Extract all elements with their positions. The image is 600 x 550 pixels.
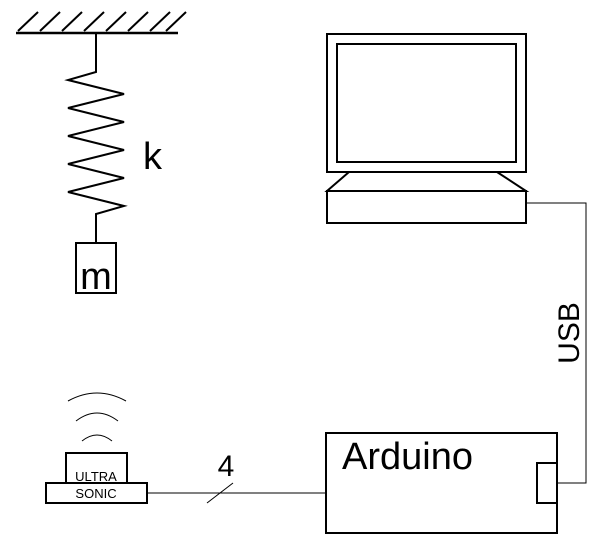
wire-count-tick [206, 482, 234, 504]
sound-waves-icon [67, 392, 127, 442]
sound-wave-middle [75, 412, 119, 422]
ultrasonic-sensor: ULTRA SONIC [45, 452, 148, 504]
computer-base [326, 190, 527, 224]
computer-stand [324, 171, 530, 192]
mass-label: m [80, 256, 112, 298]
sensor-top [65, 452, 128, 484]
usb-label: USB [553, 302, 586, 364]
monitor-screen [336, 43, 517, 163]
sensor-label-line2: SONIC [75, 486, 116, 501]
usb-cable [526, 202, 587, 484]
mass-block [75, 242, 117, 294]
arduino-usb-port [536, 462, 558, 504]
monitor-frame [326, 33, 527, 173]
wire-count-label: 4 [218, 450, 235, 483]
sound-wave-inner [81, 434, 113, 442]
arduino-label: Arduino [342, 436, 473, 478]
ceiling-support [16, 11, 187, 35]
sensor-label-line1: ULTRA [75, 469, 117, 484]
spring [64, 33, 128, 243]
spring-constant-label: k [143, 136, 163, 178]
computer [324, 33, 530, 224]
sound-wave-outer [67, 392, 127, 402]
